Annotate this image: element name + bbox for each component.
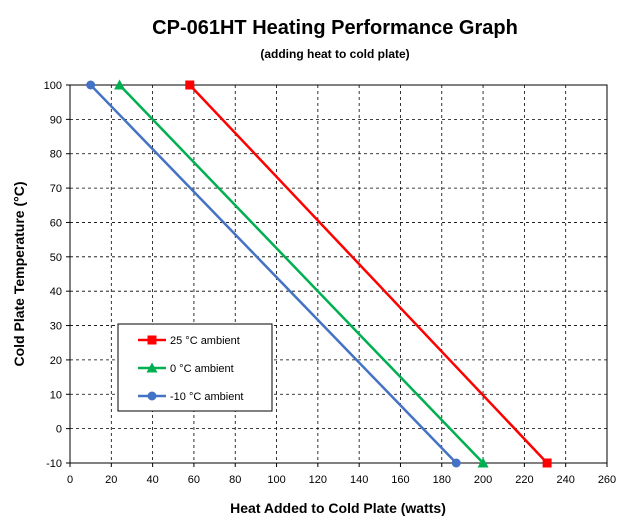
- y-axis-label: Cold Plate Temperature (°C): [11, 181, 27, 366]
- y-tick-label: 20: [50, 355, 62, 367]
- legend-marker: [146, 362, 158, 373]
- legend-entry: 0 °C ambient: [170, 363, 234, 375]
- legend-marker: [147, 335, 157, 345]
- grid: [70, 85, 607, 463]
- x-tick-label: 100: [267, 474, 285, 486]
- series-triangle: [114, 79, 489, 468]
- series-square: [185, 80, 552, 468]
- axis-ticks: 0 20 40 60 80 100 120 140 160 180 200 220 240 260-100…: [44, 80, 617, 486]
- y-tick-label: 0: [56, 424, 62, 436]
- x-tick-label: 0: [67, 474, 73, 486]
- y-tick-label: 80: [50, 149, 62, 161]
- y-tick-label: 100: [44, 80, 62, 92]
- series-line: [188, 84, 549, 464]
- x-tick-label: 200: [474, 474, 492, 486]
- y-tick-label: 90: [50, 114, 62, 126]
- y-tick-label: 60: [50, 217, 62, 229]
- y-tick-label: 10: [50, 389, 62, 401]
- legend: 25 °C ambient 0 °C ambient -10 °C ambient: [117, 323, 273, 412]
- x-tick-label: 180: [433, 474, 451, 486]
- x-tick-label: 240: [557, 474, 575, 486]
- y-tick-label: -10: [46, 458, 62, 470]
- legend-marker: [147, 391, 157, 401]
- x-axis-label: Heat Added to Cold Plate (watts): [230, 500, 446, 516]
- x-tick-label: 160: [391, 474, 409, 486]
- data-point-marker: [477, 457, 489, 468]
- series-line: [89, 84, 458, 464]
- data-point-marker: [542, 458, 552, 468]
- series-circle: [86, 80, 461, 468]
- series-line: [118, 84, 484, 464]
- chart-subtitle: (adding heat to cold plate): [260, 47, 409, 61]
- y-tick-label: 30: [50, 321, 62, 333]
- x-tick-label: 120: [309, 474, 327, 486]
- data-point-marker: [451, 458, 461, 468]
- y-tick-label: 40: [50, 286, 62, 298]
- x-tick-label: 260: [598, 474, 616, 486]
- legend-entry: 25 °C ambient: [170, 335, 240, 347]
- y-tick-label: 70: [50, 183, 62, 195]
- x-tick-label: 140: [350, 474, 368, 486]
- chart-title: CP-061HT Heating Performance Graph: [152, 17, 518, 39]
- data-point-marker: [185, 80, 195, 90]
- plot-area: [69, 84, 608, 464]
- x-tick-label: 60: [188, 474, 200, 486]
- x-tick-label: 20: [105, 474, 117, 486]
- x-tick-label: 220: [515, 474, 533, 486]
- legend-entry: -10 °C ambient: [170, 391, 244, 403]
- y-tick-label: 50: [50, 252, 62, 264]
- x-tick-label: 80: [229, 474, 241, 486]
- data-point-marker: [86, 80, 96, 90]
- data-point-marker: [114, 79, 126, 90]
- x-tick-label: 40: [146, 474, 158, 486]
- series-lines: [86, 79, 552, 468]
